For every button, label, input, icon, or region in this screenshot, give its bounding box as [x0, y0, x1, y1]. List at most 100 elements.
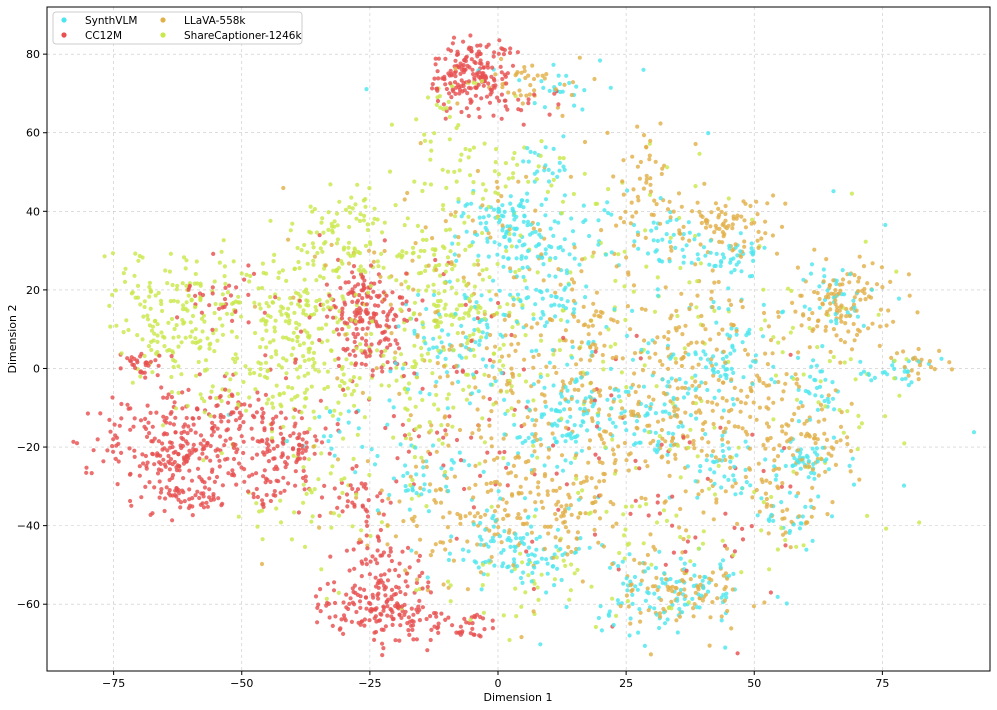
- point-sharecaptioner-1246k: [335, 223, 340, 228]
- point-llava-558k: [849, 448, 854, 454]
- point-sharecaptioner-1246k: [357, 376, 362, 381]
- point-llava-558k: [530, 63, 535, 68]
- point-synthvlm: [509, 569, 514, 574]
- point-sharecaptioner-1246k: [574, 476, 579, 481]
- point-cc12m: [175, 488, 180, 493]
- point-cc12m: [353, 335, 358, 340]
- point-synthvlm: [669, 354, 674, 359]
- point-llava-558k: [710, 600, 715, 605]
- point-cc12m: [472, 615, 478, 620]
- point-sharecaptioner-1246k: [193, 271, 198, 277]
- point-cc12m: [507, 50, 513, 56]
- point-llava-558k: [620, 356, 625, 361]
- point-synthvlm: [543, 247, 548, 252]
- point-cc12m: [470, 621, 475, 626]
- point-sharecaptioner-1246k: [263, 322, 268, 327]
- point-sharecaptioner-1246k: [247, 395, 252, 400]
- point-synthvlm: [773, 477, 778, 482]
- point-llava-558k: [417, 312, 422, 317]
- point-sharecaptioner-1246k: [491, 351, 497, 356]
- point-llava-558k: [780, 481, 785, 486]
- point-cc12m: [491, 76, 496, 82]
- point-synthvlm: [738, 231, 743, 236]
- point-sharecaptioner-1246k: [276, 296, 281, 301]
- point-sharecaptioner-1246k: [295, 245, 300, 251]
- point-synthvlm: [830, 380, 835, 385]
- point-synthvlm: [555, 464, 560, 469]
- point-synthvlm: [829, 319, 834, 324]
- point-sharecaptioner-1246k: [831, 354, 836, 360]
- point-synthvlm: [543, 404, 549, 409]
- point-cc12m: [302, 456, 307, 461]
- point-sharecaptioner-1246k: [471, 145, 476, 150]
- point-synthvlm: [693, 352, 698, 357]
- point-cc12m: [128, 471, 133, 476]
- point-synthvlm: [809, 364, 814, 369]
- point-synthvlm: [714, 251, 719, 256]
- point-llava-558k: [815, 318, 821, 324]
- point-cc12m: [372, 303, 378, 308]
- point-llava-558k: [575, 530, 581, 535]
- point-sharecaptioner-1246k: [720, 538, 725, 543]
- point-llava-558k: [516, 399, 521, 404]
- point-synthvlm: [892, 366, 897, 371]
- point-sharecaptioner-1246k: [152, 319, 157, 324]
- point-sharecaptioner-1246k: [412, 455, 417, 460]
- point-sharecaptioner-1246k: [171, 357, 176, 363]
- point-sharecaptioner-1246k: [363, 269, 368, 275]
- point-cc12m: [788, 352, 793, 357]
- point-cc12m: [215, 454, 220, 459]
- point-sharecaptioner-1246k: [389, 122, 394, 127]
- point-llava-558k: [628, 583, 633, 588]
- point-synthvlm: [423, 341, 428, 346]
- point-synthvlm: [822, 398, 827, 404]
- point-sharecaptioner-1246k: [771, 417, 776, 422]
- point-llava-558k: [838, 438, 843, 443]
- point-synthvlm: [733, 492, 738, 497]
- point-llava-558k: [550, 318, 555, 323]
- point-llava-558k: [743, 474, 749, 480]
- point-cc12m: [197, 456, 202, 461]
- point-synthvlm: [573, 379, 578, 385]
- point-synthvlm: [699, 380, 704, 385]
- point-llava-558k: [470, 218, 475, 223]
- point-llava-558k: [709, 289, 714, 294]
- point-llava-558k: [807, 464, 812, 469]
- point-llava-558k: [681, 355, 686, 360]
- point-cc12m: [160, 447, 165, 452]
- point-sharecaptioner-1246k: [325, 369, 330, 374]
- point-synthvlm: [668, 576, 673, 582]
- point-sharecaptioner-1246k: [217, 260, 222, 265]
- point-synthvlm: [568, 414, 573, 419]
- point-llava-558k: [870, 261, 875, 266]
- point-sharecaptioner-1246k: [291, 453, 296, 458]
- point-llava-558k: [811, 436, 817, 441]
- point-sharecaptioner-1246k: [523, 590, 528, 595]
- point-synthvlm: [498, 332, 503, 337]
- point-synthvlm: [811, 358, 816, 363]
- point-llava-558k: [653, 547, 658, 552]
- point-sharecaptioner-1246k: [432, 131, 437, 136]
- point-sharecaptioner-1246k: [163, 268, 168, 273]
- point-cc12m: [380, 641, 385, 646]
- point-llava-558k: [523, 508, 528, 513]
- point-llava-558k: [411, 287, 416, 292]
- point-cc12m: [161, 432, 166, 437]
- point-sharecaptioner-1246k: [231, 356, 236, 361]
- point-llava-558k: [839, 410, 844, 415]
- point-synthvlm: [559, 394, 565, 399]
- point-llava-558k: [590, 342, 596, 347]
- point-llava-558k: [613, 468, 618, 473]
- point-synthvlm: [659, 577, 664, 582]
- point-llava-558k: [378, 274, 383, 279]
- point-sharecaptioner-1246k: [317, 297, 322, 302]
- point-sharecaptioner-1246k: [180, 307, 186, 312]
- point-synthvlm: [732, 267, 737, 273]
- point-cc12m: [442, 77, 447, 82]
- point-synthvlm: [574, 84, 579, 89]
- point-synthvlm: [851, 298, 856, 303]
- point-cc12m: [334, 327, 340, 332]
- point-cc12m: [433, 257, 438, 263]
- point-sharecaptioner-1246k: [402, 327, 407, 332]
- point-cc12m: [372, 630, 377, 635]
